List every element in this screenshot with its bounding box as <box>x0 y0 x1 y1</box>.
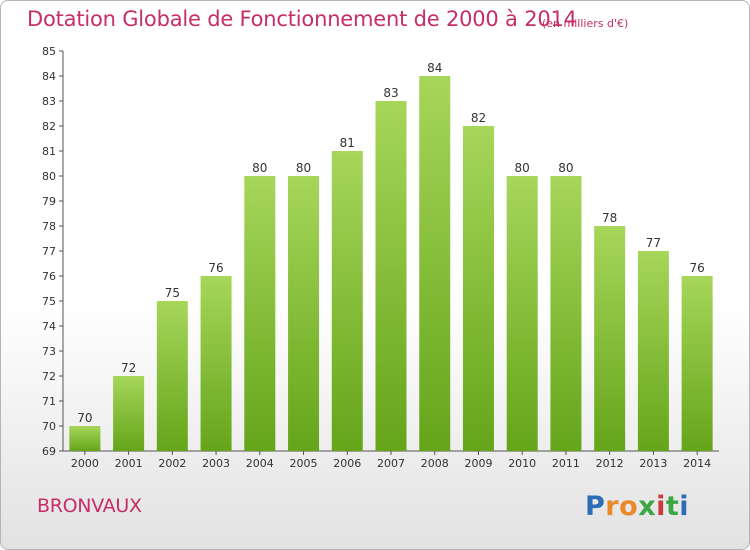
bar-2011 <box>550 176 582 451</box>
logo-letter: P <box>585 491 606 522</box>
value-label: 82 <box>471 111 486 125</box>
x-tick-label: 2013 <box>639 457 667 470</box>
value-label: 80 <box>558 161 573 175</box>
x-tick-label: 2011 <box>552 457 580 470</box>
value-label: 80 <box>296 161 311 175</box>
logo-letter: t <box>665 491 680 522</box>
value-label: 80 <box>252 161 267 175</box>
bar-2006 <box>331 151 363 451</box>
value-label: 76 <box>689 261 704 275</box>
x-tick-label: 2014 <box>683 457 711 470</box>
y-tick-label: 71 <box>42 395 56 408</box>
bar-2008 <box>419 76 451 451</box>
value-label: 77 <box>646 236 661 250</box>
commune-name: BRONVAUX <box>37 495 142 517</box>
bar-2009 <box>462 126 494 451</box>
x-tick-label: 2006 <box>333 457 361 470</box>
value-label: 78 <box>602 211 617 225</box>
proxiti-logo: Proxiti <box>585 491 689 522</box>
y-tick-label: 81 <box>42 145 56 158</box>
y-tick-label: 73 <box>42 345 56 358</box>
value-label: 83 <box>383 86 398 100</box>
bar-2005 <box>288 176 320 451</box>
x-tick-label: 2012 <box>596 457 624 470</box>
bar-2007 <box>375 101 407 451</box>
bar-2000 <box>69 426 101 451</box>
y-tick-label: 84 <box>42 70 56 83</box>
y-tick-label: 78 <box>42 220 56 233</box>
value-label: 81 <box>340 136 355 150</box>
x-tick-label: 2009 <box>464 457 492 470</box>
logo-letter: i <box>656 491 666 522</box>
y-tick-label: 80 <box>42 170 56 183</box>
bar-2010 <box>506 176 538 451</box>
value-label: 84 <box>427 61 442 75</box>
y-tick-label: 69 <box>42 445 56 458</box>
x-tick-label: 2002 <box>158 457 186 470</box>
data-labels: 70 72 75 76 80 80 81 83 84 82 80 80 78 77 76 <box>77 61 705 425</box>
bar-2002 <box>156 301 188 451</box>
value-label: 72 <box>121 361 136 375</box>
x-tick-label: 2005 <box>290 457 318 470</box>
y-tick-label: 72 <box>42 370 56 383</box>
chart-title: Dotation Globale de Fonctionnement de 20… <box>27 7 577 31</box>
bars <box>69 76 713 451</box>
logo-letter: o <box>619 491 639 522</box>
x-tick-label: 2007 <box>377 457 405 470</box>
y-tick-label: 74 <box>42 320 56 333</box>
y-tick-label: 77 <box>42 245 56 258</box>
value-label: 76 <box>208 261 223 275</box>
chart-unit: (en milliers d'€) <box>542 17 629 30</box>
y-tick-label: 82 <box>42 120 56 133</box>
y-tick-label: 79 <box>42 195 56 208</box>
x-tick-label: 2004 <box>246 457 274 470</box>
x-tick-label: 2010 <box>508 457 536 470</box>
y-tick-label: 83 <box>42 95 56 108</box>
value-label: 75 <box>165 286 180 300</box>
bar-2013 <box>637 251 669 451</box>
y-tick-label: 76 <box>42 270 56 283</box>
logo-letter: r <box>605 491 620 522</box>
x-tick-label: 2003 <box>202 457 230 470</box>
bar-2004 <box>244 176 276 451</box>
bar-2012 <box>594 226 626 451</box>
y-tick-label: 85 <box>42 45 56 58</box>
bar-2001 <box>113 376 145 451</box>
y-tick-label: 75 <box>42 295 56 308</box>
logo-letter: i <box>679 491 690 522</box>
bar-2003 <box>200 276 232 451</box>
y-tick-label: 70 <box>42 420 56 433</box>
value-label: 80 <box>515 161 530 175</box>
axes: 69 70 71 72 73 74 75 76 77 78 79 80 81 82 83 84 85 2000 20… <box>42 45 719 470</box>
x-tick-label: 2000 <box>71 457 99 470</box>
logo-letter: x <box>638 491 657 522</box>
value-label: 70 <box>77 411 92 425</box>
x-tick-label: 2008 <box>421 457 449 470</box>
bar-2014 <box>681 276 713 451</box>
x-tick-label: 2001 <box>115 457 143 470</box>
